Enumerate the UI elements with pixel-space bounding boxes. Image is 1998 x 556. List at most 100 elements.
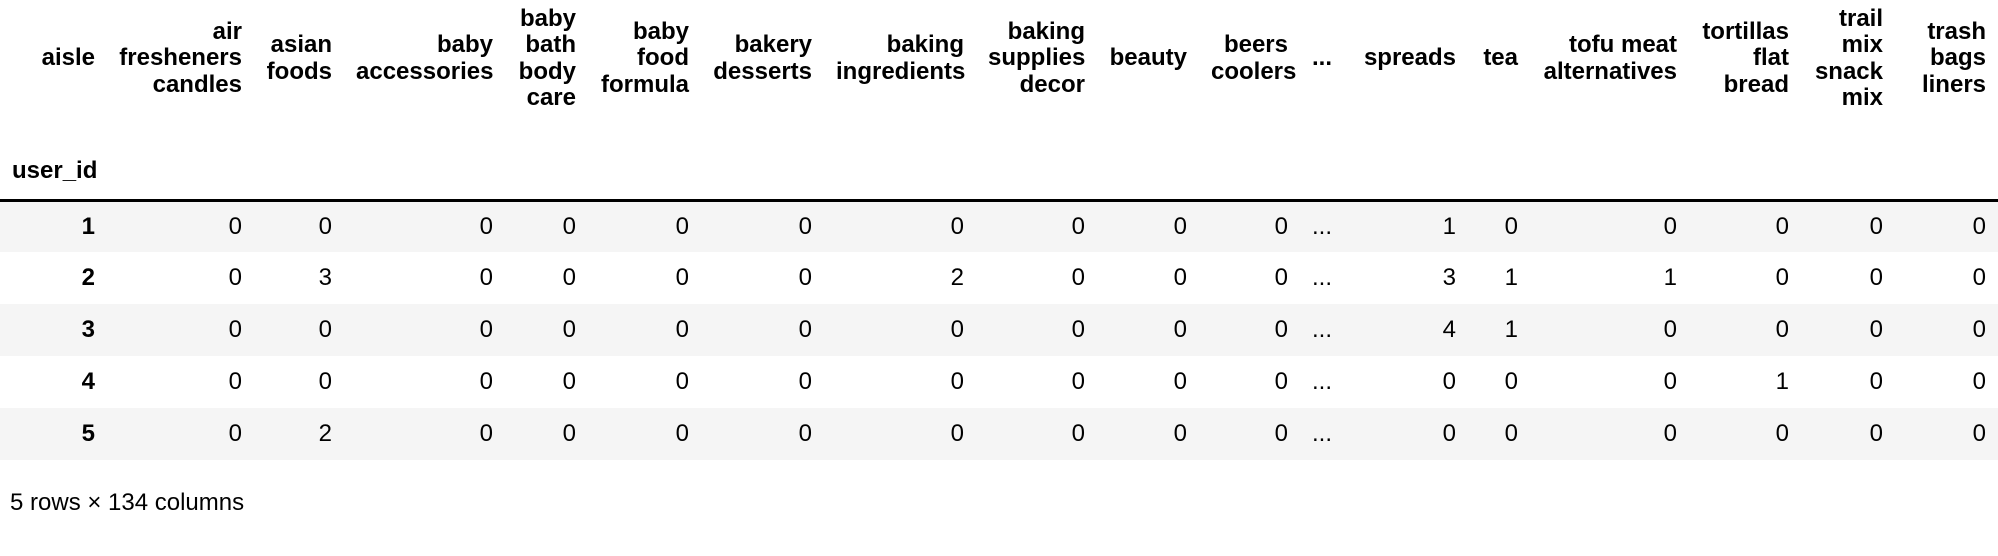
- table-body: 1 0 0 0 0 0 0 0 0 0 0... 1 0 0 0 0 0 2 0 3 0 0 0 0 2 0 0 0... 3 1 1 0 0 0…: [0, 200, 1998, 460]
- table-row: 1 0 0 0 0 0 0 0 0 0 0... 1 0 0 0 0 0: [0, 200, 1998, 252]
- table-cell: 0: [1071, 367, 1085, 395]
- table-cell: 0: [1869, 419, 1883, 447]
- row-index: 4: [81, 367, 95, 395]
- table-cell: 0: [228, 367, 242, 395]
- columns-axis-name: aisle: [41, 44, 95, 72]
- table-cell: 0: [562, 367, 576, 395]
- table-cell: 0: [950, 367, 964, 395]
- table-cell: 0: [228, 263, 242, 291]
- row-index: 1: [81, 212, 95, 240]
- index-name-spacer: [824, 117, 976, 202]
- table-cell: 0: [1869, 212, 1883, 240]
- table-cell: 0: [798, 263, 812, 291]
- table-cell: ...: [1312, 315, 1333, 343]
- table-cell: 0: [1071, 419, 1085, 447]
- column-header: baking supplies decor: [988, 17, 1086, 98]
- table-cell: 0: [1775, 315, 1789, 343]
- table-cell: 0: [1972, 419, 1986, 447]
- column-header: trash bags liners: [1921, 17, 1986, 98]
- table-cell: 0: [1775, 212, 1789, 240]
- table-cell: 0: [950, 419, 964, 447]
- table-cell: 1: [1775, 367, 1789, 395]
- table-cell: 0: [1173, 367, 1187, 395]
- index-name-spacer: [1300, 117, 1342, 202]
- row-index: 3: [81, 315, 95, 343]
- table-cell: 0: [318, 367, 332, 395]
- table-cell: 0: [562, 263, 576, 291]
- table-cell: 0: [1071, 212, 1085, 240]
- table-cell: 0: [1274, 315, 1288, 343]
- table-cell: 0: [479, 315, 493, 343]
- table-cell: 4: [1442, 315, 1456, 343]
- table-cell: 0: [1775, 263, 1789, 291]
- column-header: air fresheners candles: [119, 17, 242, 98]
- table-cell: 1: [1504, 263, 1518, 291]
- table-cell: ...: [1312, 367, 1333, 395]
- table-cell: 0: [1869, 367, 1883, 395]
- column-header: bakery desserts: [713, 31, 812, 85]
- column-header: spreads: [1363, 44, 1456, 72]
- table-cell: 0: [1173, 419, 1187, 447]
- table-cell: 0: [228, 419, 242, 447]
- table-row: 3 0 0 0 0 0 0 0 0 0 0... 4 1 0 0 0 0: [0, 304, 1998, 356]
- index-name-spacer: [1530, 117, 1689, 202]
- column-header: baby accessories: [356, 31, 494, 85]
- table-row: 2 0 3 0 0 0 0 2 0 0 0... 3 1 1 0 0 0: [0, 252, 1998, 304]
- index-name-spacer: [1468, 117, 1530, 202]
- column-header: tofu meat alternatives: [1543, 31, 1677, 85]
- index-name-spacer: [107, 117, 254, 202]
- table-cell: 0: [798, 419, 812, 447]
- table-cell: 0: [562, 315, 576, 343]
- index-name-spacer: [505, 117, 588, 202]
- column-header: beauty: [1109, 44, 1187, 72]
- table-cell: 3: [318, 263, 332, 291]
- table-cell: 0: [1274, 263, 1288, 291]
- table-cell: 1: [1504, 315, 1518, 343]
- table-cell: 3: [1442, 263, 1456, 291]
- table-cell: 0: [1869, 263, 1883, 291]
- table-cell: ...: [1312, 212, 1333, 240]
- index-name-spacer: [976, 117, 1097, 202]
- table-cell: 0: [1504, 212, 1518, 240]
- index-name-row: user_id: [0, 117, 1998, 202]
- table-cell: 0: [1173, 315, 1187, 343]
- column-header: baby bath body care: [518, 4, 576, 111]
- column-header: baby food formula: [600, 17, 689, 98]
- table-cell: 0: [318, 212, 332, 240]
- table-cell: 1: [1442, 212, 1456, 240]
- table-cell: 0: [1442, 367, 1456, 395]
- table-cell: 0: [1274, 212, 1288, 240]
- table-cell: 0: [318, 315, 332, 343]
- index-name-spacer: [1689, 117, 1801, 202]
- table-cell: 0: [1663, 212, 1677, 240]
- table-row: 5 0 2 0 0 0 0 0 0 0 0... 0 0 0 0 0 0: [0, 408, 1998, 460]
- index-name-spacer: [1895, 117, 1998, 202]
- column-header: ...: [1312, 44, 1333, 72]
- index-name-spacer: [701, 117, 824, 202]
- table-cell: 0: [479, 367, 493, 395]
- table-header: aisle air fresheners candles asian foods b…: [0, 0, 1998, 202]
- table-cell: 0: [675, 367, 689, 395]
- table-cell: 2: [318, 419, 332, 447]
- table-cell: 0: [950, 315, 964, 343]
- index-name-spacer: [254, 117, 344, 202]
- table-cell: ...: [1312, 263, 1333, 291]
- index-name-spacer: [1342, 117, 1468, 202]
- table-cell: 0: [1071, 315, 1085, 343]
- row-index: 2: [81, 263, 95, 291]
- table-cell: 0: [1663, 367, 1677, 395]
- column-header: baking ingredients: [836, 31, 966, 85]
- table-cell: 0: [1274, 367, 1288, 395]
- column-header: tortillas flat bread: [1702, 17, 1789, 98]
- index-name-spacer: [1199, 117, 1300, 202]
- table-cell: 2: [950, 263, 964, 291]
- table-cell: 0: [562, 419, 576, 447]
- table-row: 4 0 0 0 0 0 0 0 0 0 0... 0 0 0 1 0 0: [0, 356, 1998, 408]
- table-cell: 0: [798, 367, 812, 395]
- table-cell: 0: [1173, 212, 1187, 240]
- table-cell: 0: [479, 212, 493, 240]
- table-cell: 0: [479, 263, 493, 291]
- table-cell: 0: [1274, 419, 1288, 447]
- table-cell: 0: [1504, 367, 1518, 395]
